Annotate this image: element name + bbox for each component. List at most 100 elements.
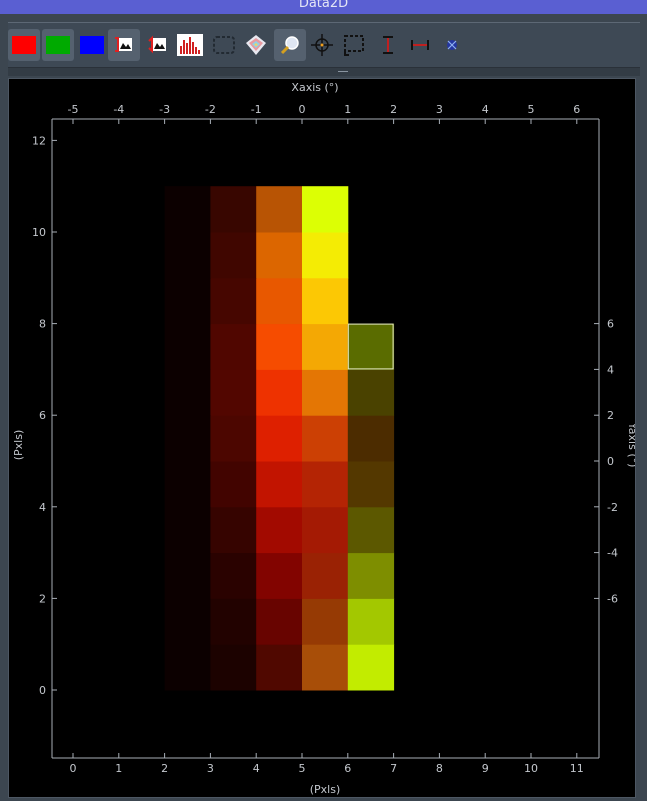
- heatmap-cell: [164, 323, 211, 370]
- histogram-button[interactable]: [174, 29, 206, 61]
- isocurve-button[interactable]: [240, 29, 272, 61]
- plot-area[interactable]: 0 1 2 3 4 5 6 7 8 9 10 11 -5 -4 -3 -2 -1 0 1 2 3 4 5 6 0 2 4 6 8 10 12…: [8, 78, 639, 798]
- heatmap-cell: [347, 461, 395, 508]
- top-tick-label: 0: [299, 103, 306, 116]
- heatmap-cell: [164, 506, 211, 554]
- heatmap-cell: [256, 277, 303, 325]
- blue-channel-button[interactable]: [76, 29, 108, 61]
- heatmap-cell: [347, 506, 395, 554]
- heatmap-cell: [164, 644, 211, 691]
- aspect-ratio-icon: [344, 35, 364, 56]
- heatmap-cell: [256, 186, 303, 233]
- right-tick-label: 2: [607, 409, 614, 422]
- crosshair-icon: [311, 34, 333, 56]
- right-tick-label: 6: [607, 318, 614, 331]
- histogram-icon: [177, 34, 203, 56]
- blue-swatch-icon: [80, 36, 104, 54]
- left-tick-label: 2: [39, 592, 46, 605]
- left-axis-title: (Pxls): [12, 430, 25, 461]
- heatmap-cell: [302, 277, 349, 325]
- heatmap-cell: [256, 323, 303, 370]
- left-tick-label: 6: [39, 409, 46, 422]
- scatter-icon: [447, 40, 457, 50]
- vertical-line-button[interactable]: [372, 29, 404, 61]
- top-tick-label: -5: [68, 103, 79, 116]
- heatmap-cell: [256, 461, 303, 508]
- top-tick-label: -2: [205, 103, 216, 116]
- red-channel-button[interactable]: [8, 29, 40, 61]
- heatmap-cell: [210, 277, 257, 325]
- top-tick-label: 1: [344, 103, 351, 116]
- splitter-handle[interactable]: [8, 68, 640, 76]
- bottom-tick-label: 2: [161, 762, 168, 775]
- bottom-tick-label: 3: [207, 762, 214, 775]
- heatmap-cell: [302, 323, 349, 370]
- heatmap-cell: [164, 277, 211, 325]
- bottom-tick-label: 5: [299, 762, 306, 775]
- bottom-tick-label: 10: [524, 762, 538, 775]
- heatmap-cell: [302, 598, 349, 645]
- window-title: Data2D: [298, 0, 349, 11]
- autoscale-button[interactable]: [108, 29, 140, 61]
- rescale-button[interactable]: [142, 29, 174, 61]
- left-tick-label: 10: [32, 226, 46, 239]
- green-channel-button[interactable]: [42, 29, 74, 61]
- top-tick-label: 2: [390, 103, 397, 116]
- aspect-ratio-button[interactable]: [338, 29, 370, 61]
- left-tick-label: 12: [32, 134, 46, 147]
- left-tick-label: 0: [39, 684, 46, 697]
- heatmap-cell: [164, 186, 211, 233]
- crosshair-button[interactable]: [306, 29, 338, 61]
- rescale-icon: [148, 35, 166, 54]
- heatmap-cell: [164, 552, 211, 599]
- right-tick-label: -4: [607, 547, 618, 560]
- right-tick-label: 4: [607, 363, 614, 376]
- heatmap-cell: [256, 644, 303, 691]
- heatmap-cell: [347, 552, 395, 599]
- heatmap-cell: [256, 598, 303, 645]
- heatmap-cell: [210, 598, 257, 645]
- red-swatch-icon: [12, 36, 36, 54]
- heatmap-plot[interactable]: 0 1 2 3 4 5 6 7 8 9 10 11-5 -4 -3 -2 -1 0 1 2 3 4 5 6024681012…: [9, 79, 639, 797]
- roi-select-icon: [213, 36, 235, 54]
- heatmap-cell: [347, 323, 395, 370]
- heatmap-cell: [302, 186, 349, 233]
- scatter-button[interactable]: [436, 29, 468, 61]
- top-tick-label: 3: [436, 103, 443, 116]
- bottom-tick-label: 11: [570, 762, 584, 775]
- top-tick-label: -3: [159, 103, 170, 116]
- heatmap-cell: [302, 506, 349, 554]
- bottom-tick-label: 8: [436, 762, 443, 775]
- heatmap-cell: [347, 598, 395, 645]
- heatmap-cell: [302, 552, 349, 599]
- heatmap-cell: [302, 461, 349, 508]
- bottom-tick-label: 6: [344, 762, 351, 775]
- heatmap-cell: [256, 232, 303, 279]
- heatmap-cell: [347, 369, 395, 416]
- heatmap-cell: [164, 232, 211, 279]
- heatmap-cell: [164, 598, 211, 645]
- bottom-tick-label: 9: [482, 762, 489, 775]
- heatmap-cell: [210, 552, 257, 599]
- green-swatch-icon: [46, 36, 70, 54]
- heatmap-cell: [302, 415, 349, 462]
- zoom-button[interactable]: [274, 29, 306, 61]
- horizontal-line-button[interactable]: [404, 29, 436, 61]
- heatmap-cell: [164, 369, 211, 416]
- viewer-toolbar: [8, 22, 640, 68]
- bottom-axis-title: (Pxls): [310, 783, 341, 796]
- top-axis-title: Xaxis (°): [291, 81, 338, 94]
- top-tick-label: -1: [251, 103, 262, 116]
- selected-cell-outline: [347, 323, 394, 370]
- top-tick-label: 4: [482, 103, 489, 116]
- roi-select-button[interactable]: [208, 29, 240, 61]
- right-tick-label: 0: [607, 455, 614, 468]
- left-tick-label: 4: [39, 501, 46, 514]
- heatmap-cell: [302, 232, 349, 279]
- heatmap-cell: [210, 506, 257, 554]
- top-tick-label: 5: [528, 103, 535, 116]
- heatmap-cell: [164, 461, 211, 508]
- heatmap-cell: [302, 644, 349, 691]
- top-tick-label: -4: [113, 103, 124, 116]
- heatmap-cell: [210, 232, 257, 279]
